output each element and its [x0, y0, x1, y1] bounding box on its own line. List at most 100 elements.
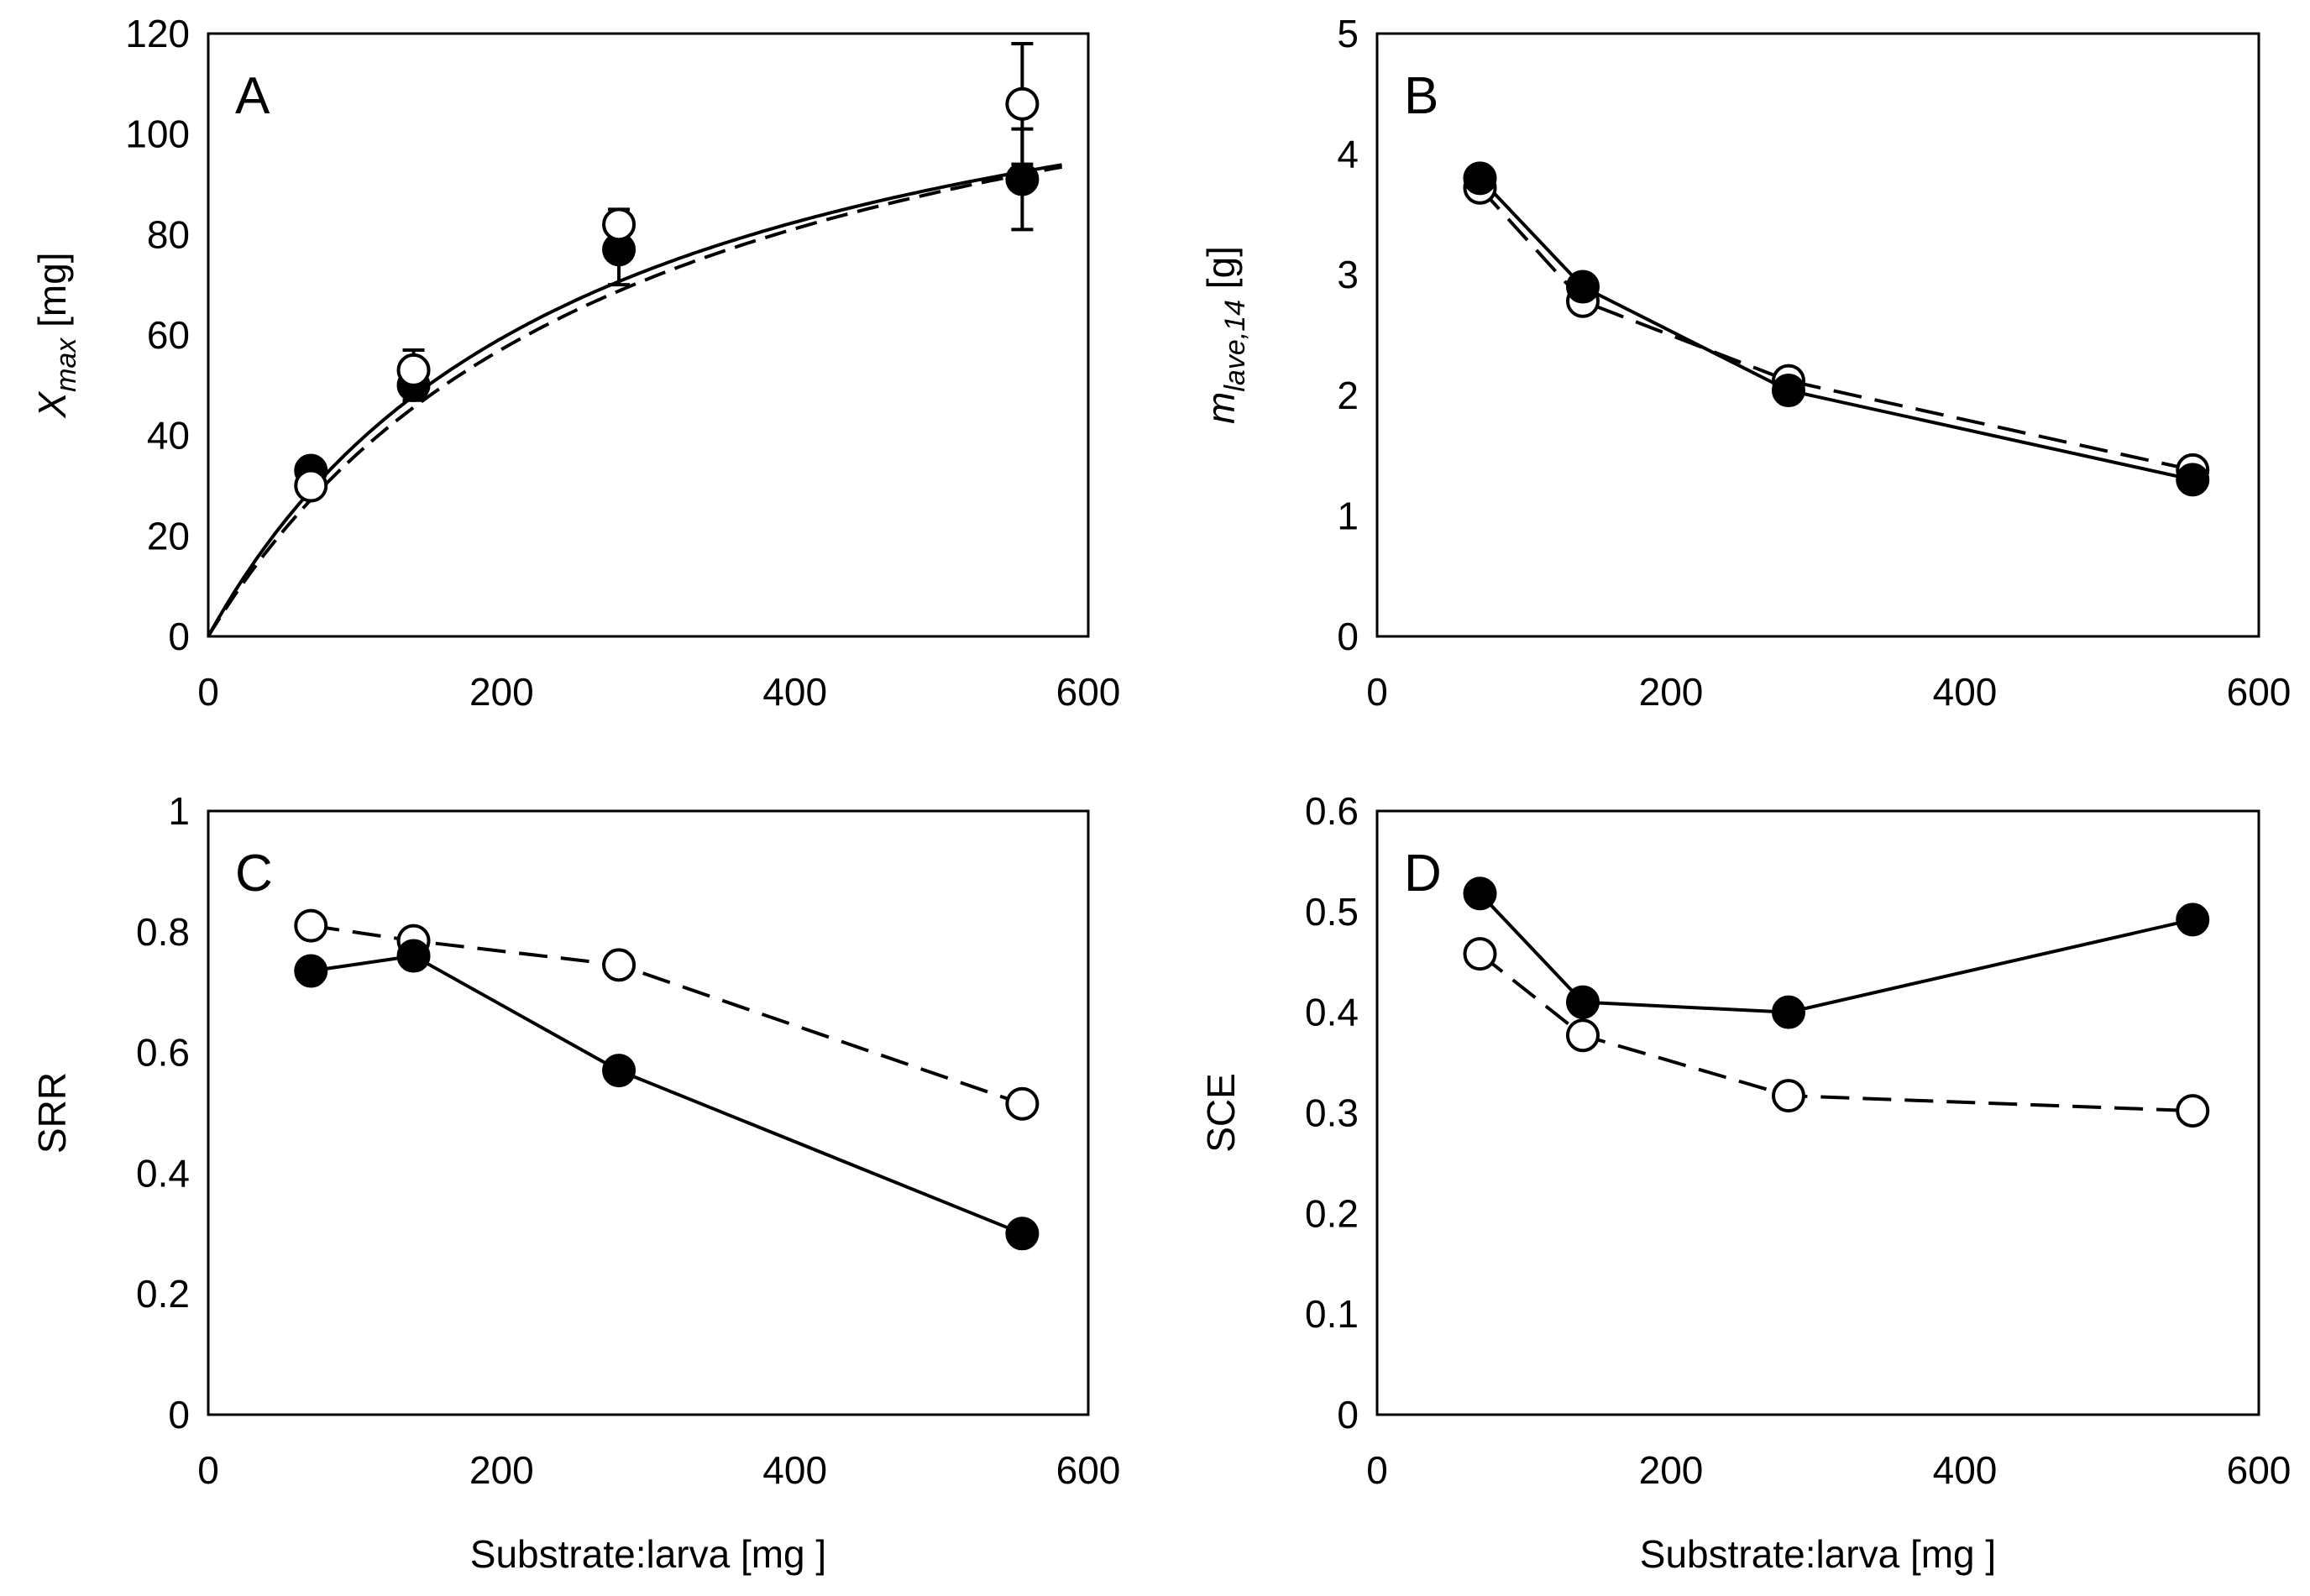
data-point-open [1005, 1086, 1040, 1121]
y-axis-title-subscript: max [50, 338, 82, 392]
x-tick-label: 600 [1056, 1448, 1121, 1492]
panel-letter: D [1404, 845, 1442, 903]
data-point-open [602, 948, 636, 982]
data-point-filled [1005, 162, 1040, 196]
y-axis-title-unit: [mg] [30, 252, 74, 338]
data-point-open [602, 207, 636, 242]
y-tick-label: 3 [1337, 253, 1359, 296]
data-point-filled [1566, 269, 1600, 304]
x-tick-label: 600 [2227, 670, 2292, 714]
y-tick-label: 0 [168, 615, 190, 658]
data-point-open [2176, 1094, 2210, 1128]
y-axis-title: SRR [30, 1072, 74, 1154]
y-tick-label: 80 [147, 212, 190, 256]
y-tick-label: 1 [1337, 494, 1359, 537]
data-point-open [1566, 1018, 1600, 1053]
y-tick-label: 0.2 [136, 1272, 190, 1316]
series-line-open [311, 924, 1024, 1106]
y-tick-label: 0 [168, 1393, 190, 1436]
x-tick-label: 400 [762, 1448, 827, 1492]
y-axis-title-main: SRR [30, 1072, 74, 1154]
data-point-filled [1772, 374, 1805, 408]
x-tick-label: 600 [2227, 1448, 2292, 1492]
panel-letter: C [235, 845, 273, 903]
y-tick-label: 0.6 [1305, 789, 1359, 833]
y-tick-label: 1 [168, 789, 190, 833]
data-point-filled [1005, 1217, 1040, 1251]
plot-frame [207, 809, 1090, 1416]
panel-a: 0 20 40 60 80 100 120 0 200 400 600 A Xmax [mg] [30, 12, 1120, 714]
data-point-filled [1463, 161, 1497, 196]
y-axis-title: Xmax [mg] [30, 252, 82, 418]
y-axis-title-main: SCE [1199, 1073, 1243, 1153]
y-tick-label: 60 [147, 313, 190, 357]
series-line-open [1479, 952, 2193, 1113]
y-axis-title-main: X [30, 390, 74, 419]
y-tick-label: 0.4 [1305, 991, 1359, 1034]
data-point-filled [602, 1054, 636, 1088]
y-tick-label: 0 [1337, 1393, 1359, 1436]
y-tick-label: 0.5 [1305, 890, 1359, 934]
data-point-filled [1463, 876, 1497, 911]
y-tick-label: 100 [125, 113, 190, 156]
data-point-open [294, 468, 328, 503]
x-tick-label: 200 [469, 1448, 534, 1492]
data-point-open [1772, 1079, 1805, 1113]
y-tick-label: 120 [125, 12, 190, 55]
y-tick-label: 0.4 [136, 1151, 190, 1195]
x-tick-label: 600 [1056, 670, 1121, 714]
y-axis-title-subscript: lave,14 [1219, 300, 1251, 392]
y-tick-label: 0.1 [1305, 1292, 1359, 1336]
x-tick-label: 200 [469, 670, 534, 714]
data-point-filled [2176, 903, 2210, 937]
series-line-open [1479, 186, 2193, 472]
x-tick-label: 400 [1933, 1448, 1998, 1492]
y-tick-label: 0 [1337, 615, 1359, 658]
series-line-filled [1479, 892, 2193, 1014]
x-tick-label: 0 [197, 670, 219, 714]
plot-frame [1375, 809, 2260, 1416]
series-line-filled [311, 954, 1024, 1236]
x-tick-label: 0 [1366, 670, 1388, 714]
x-axis-title: Substrate:larva [mg ] [1640, 1532, 1996, 1576]
y-tick-label: 0.3 [1305, 1091, 1359, 1135]
y-tick-label: 2 [1337, 374, 1359, 417]
fit-curve-open [207, 165, 1062, 638]
data-point-filled [294, 954, 328, 988]
x-axis-title: Substrate:larva [mg ] [470, 1532, 826, 1576]
data-point-open [1463, 937, 1497, 971]
series-line-filled [1479, 176, 2193, 482]
plot-frame [207, 32, 1090, 638]
x-tick-label: 0 [197, 1448, 219, 1492]
panel-letter: A [235, 67, 270, 125]
y-axis-title-unit: [g] [1199, 246, 1243, 300]
data-point-open [396, 353, 431, 387]
data-point-filled [396, 939, 431, 973]
data-point-filled [1566, 985, 1600, 1019]
x-tick-label: 0 [1366, 1448, 1388, 1492]
fit-curve-filled [207, 163, 1062, 637]
panel-letter: B [1404, 67, 1438, 125]
x-tick-label: 200 [1639, 670, 1704, 714]
plot-frame [1375, 32, 2260, 638]
data-point-filled [1772, 995, 1805, 1029]
x-tick-label: 400 [762, 670, 827, 714]
y-tick-label: 0.6 [136, 1031, 190, 1075]
y-tick-label: 40 [147, 414, 190, 458]
y-tick-label: 4 [1337, 133, 1359, 176]
data-point-open [294, 908, 328, 943]
y-tick-label: 0.2 [1305, 1191, 1359, 1235]
data-point-filled [2176, 463, 2210, 497]
x-tick-label: 200 [1639, 1448, 1704, 1492]
data-point-open [1005, 86, 1040, 121]
y-axis-title: SCE [1199, 1073, 1243, 1153]
panel-d: 0 0.1 0.2 0.3 0.4 0.5 0.6 0 200 400 600 D SCE Substra… [1199, 789, 2291, 1576]
panel-c: 0 0.2 0.4 0.6 0.8 1 0 200 400 600 C SRR Substrate:la… [30, 789, 1120, 1576]
y-tick-label: 5 [1337, 12, 1359, 55]
y-axis-title: mlave,14 [g] [1199, 246, 1251, 424]
x-tick-label: 400 [1933, 670, 1998, 714]
y-tick-label: 20 [147, 514, 190, 557]
y-axis-title-main: m [1199, 392, 1243, 424]
